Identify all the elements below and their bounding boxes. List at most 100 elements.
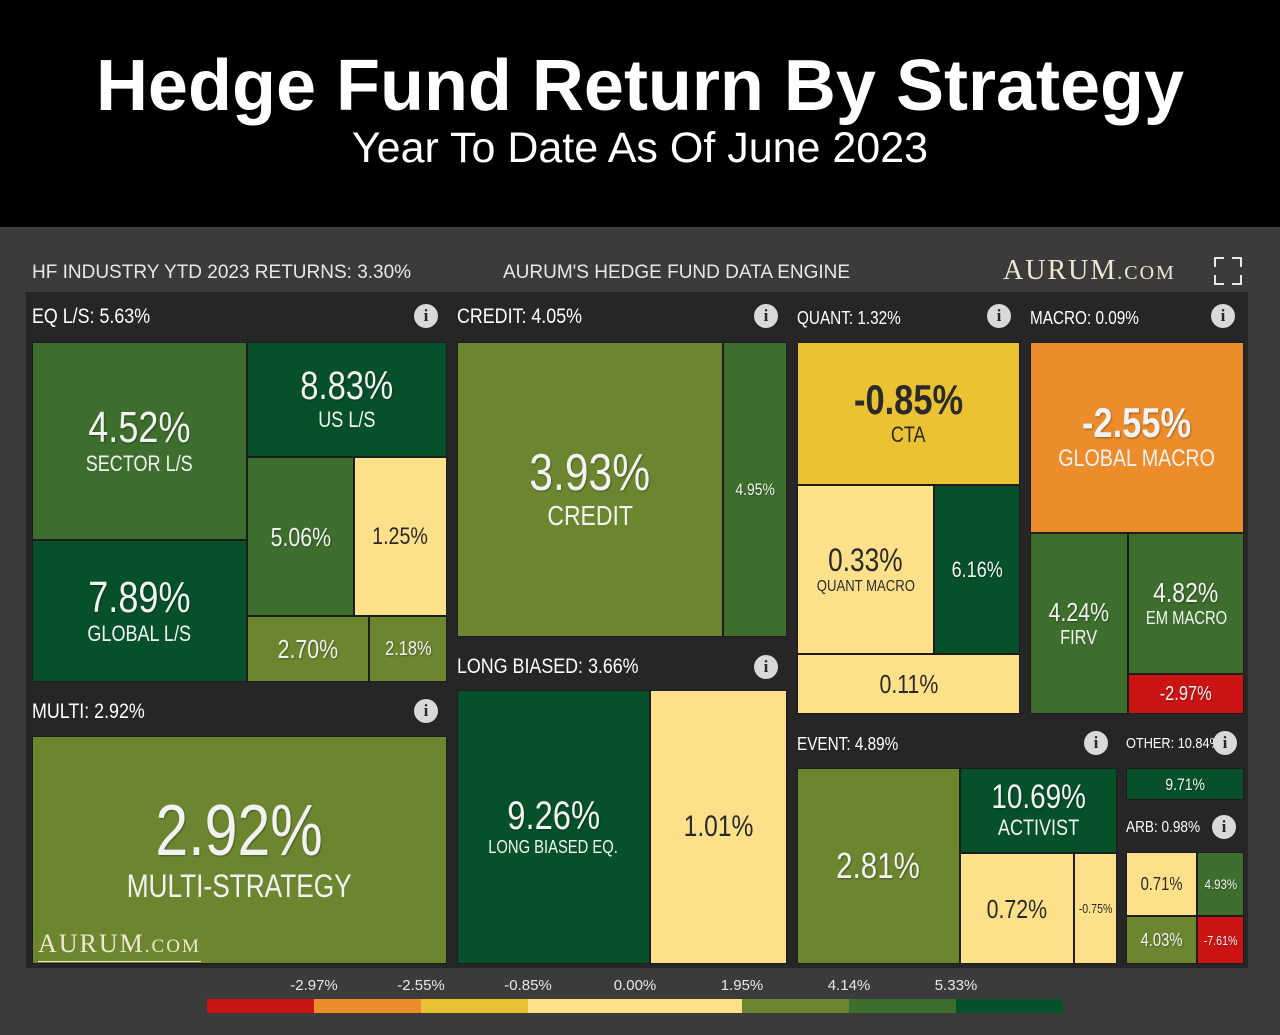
legend-swatch <box>635 999 742 1013</box>
tile-cta[interactable]: -0.85% CTA <box>797 342 1020 485</box>
tile-value: 4.24% <box>1048 596 1110 627</box>
aurum-logo-watermark: AURUM.COM <box>38 930 201 962</box>
tile-quant-macro[interactable]: 0.33% QUANT MACRO <box>797 485 934 654</box>
group-label-eq-ls: EQ L/S: 5.63% <box>32 305 151 328</box>
legend-swatch <box>742 999 849 1013</box>
tile-arb-sub-2[interactable]: 4.93% <box>1197 852 1244 916</box>
industry-returns: HF INDUSTRY YTD 2023 RETURNS: 3.30% <box>32 262 412 283</box>
tile-multi-strategy[interactable]: 2.92% MULTI-STRATEGY <box>32 736 447 964</box>
logo-main: AURUM <box>38 929 145 958</box>
tile-value: 2.81% <box>836 845 921 886</box>
group-label-other: OTHER: 10.84% <box>1126 735 1221 752</box>
legend-tick: 4.14% <box>827 977 871 994</box>
legend-tick: 5.33% <box>934 977 978 994</box>
tile-value: -7.61% <box>1203 932 1238 948</box>
tile-us-ls[interactable]: 8.83% US L/S <box>247 342 447 457</box>
legend-tick: -2.97% <box>290 977 338 994</box>
tile-name: LONG BIASED EQ. <box>488 837 619 858</box>
tile-global-macro[interactable]: -2.55% GLOBAL MACRO <box>1030 342 1244 533</box>
legend-tick: 0.00% <box>613 977 657 994</box>
tile-name: SECTOR L/S <box>86 450 193 476</box>
tile-activist[interactable]: 10.69% ACTIVIST <box>960 768 1117 853</box>
group-label-event: EVENT: 4.89% <box>797 734 899 754</box>
info-icon[interactable]: i <box>987 304 1011 328</box>
tile-em-macro[interactable]: 4.82% EM MACRO <box>1128 533 1244 674</box>
title-banner: Hedge Fund Return By Strategy Year To Da… <box>0 0 1280 227</box>
tile-sector-ls[interactable]: 4.52% SECTOR L/S <box>32 342 247 540</box>
page-subtitle: Year To Date As Of June 2023 <box>351 124 929 172</box>
legend-swatch <box>956 999 1063 1013</box>
tile-event-sub-1[interactable]: 2.81% <box>797 768 960 964</box>
legend-swatch <box>314 999 421 1013</box>
tile-arb-sub-4[interactable]: -7.61% <box>1197 916 1244 964</box>
tile-arb-sub-3[interactable]: 4.03% <box>1126 916 1197 964</box>
group-label-credit: CREDIT: 4.05% <box>457 305 583 328</box>
group-label-arb: ARB: 0.98% <box>1126 819 1201 836</box>
group-label-long-biased: LONG BIASED: 3.66% <box>457 655 639 678</box>
tile-value: -2.97% <box>1160 683 1212 705</box>
legend-tick: -0.85% <box>504 977 552 994</box>
tile-firv[interactable]: 4.24% FIRV <box>1030 533 1128 714</box>
tile-other[interactable]: 9.71% <box>1126 768 1244 800</box>
brand-main: AURUM <box>1003 255 1118 286</box>
info-icon[interactable]: i <box>1212 815 1236 839</box>
tile-name: MULTI-STRATEGY <box>127 868 352 905</box>
group-label-macro: MACRO: 0.09% <box>1030 308 1139 328</box>
tile-value: 0.72% <box>986 893 1048 924</box>
info-icon[interactable]: i <box>1213 731 1237 755</box>
info-icon[interactable]: i <box>414 699 438 723</box>
tile-name: FIRV <box>1060 626 1098 649</box>
tile-eq-sub-3[interactable]: 2.70% <box>247 616 369 682</box>
tile-long-biased-eq[interactable]: 9.26% LONG BIASED EQ. <box>457 690 650 964</box>
info-icon[interactable]: i <box>414 304 438 328</box>
info-icon[interactable]: i <box>1211 304 1235 328</box>
legend-swatch <box>207 999 314 1013</box>
tile-value: 0.11% <box>879 669 938 699</box>
info-icon[interactable]: i <box>754 655 778 679</box>
tile-name: GLOBAL MACRO <box>1058 445 1216 473</box>
legend-tick: 1.95% <box>720 977 764 994</box>
tile-value: 4.95% <box>735 480 775 499</box>
tile-eq-sub-4[interactable]: 2.18% <box>369 616 447 682</box>
group-label-multi: MULTI: 2.92% <box>32 700 145 723</box>
legend-swatch <box>849 999 956 1013</box>
info-icon[interactable]: i <box>754 304 778 328</box>
tile-value: -0.85% <box>853 376 964 424</box>
tile-quant-sub-2[interactable]: 0.11% <box>797 654 1020 714</box>
logo-suffix: .COM <box>144 936 201 957</box>
tile-event-sub-3[interactable]: -0.75% <box>1074 853 1117 964</box>
group-label-quant: QUANT: 1.32% <box>797 308 901 328</box>
tile-quant-sub-1[interactable]: 6.16% <box>934 485 1020 654</box>
tile-macro-sub[interactable]: -2.97% <box>1128 674 1244 714</box>
info-icon[interactable]: i <box>1084 731 1108 755</box>
tile-name: ACTIVIST <box>997 815 1080 841</box>
tile-value: 7.89% <box>88 572 191 622</box>
tile-eq-sub-1[interactable]: 5.06% <box>247 457 354 616</box>
aurum-logo[interactable]: AURUM.COM <box>1003 256 1176 288</box>
tile-value: 4.82% <box>1153 576 1219 608</box>
tile-value: 4.93% <box>1204 876 1237 892</box>
tile-value: -2.55% <box>1082 399 1192 447</box>
fullscreen-icon[interactable] <box>1214 257 1242 285</box>
tile-eq-sub-2[interactable]: 1.25% <box>354 457 447 616</box>
tile-name: QUANT MACRO <box>816 577 915 595</box>
page-title: Hedge Fund Return By Strategy <box>95 46 1185 126</box>
tile-value: 1.01% <box>683 810 754 843</box>
tile-value: 3.93% <box>529 444 651 503</box>
tile-arb-sub-1[interactable]: 0.71% <box>1126 852 1197 916</box>
tile-global-ls[interactable]: 7.89% GLOBAL L/S <box>32 540 247 682</box>
tile-value: -0.75% <box>1078 901 1113 916</box>
tile-event-sub-2[interactable]: 0.72% <box>960 853 1074 964</box>
tile-name: US L/S <box>318 407 376 433</box>
legend-swatch <box>528 999 635 1013</box>
tile-value: 10.69% <box>991 778 1086 817</box>
tile-value: 2.70% <box>277 634 339 664</box>
tile-name: EM MACRO <box>1145 607 1227 628</box>
tile-long-biased-sub[interactable]: 1.01% <box>650 690 787 964</box>
data-engine-label: AURUM'S HEDGE FUND DATA ENGINE <box>503 262 851 283</box>
tile-value: 1.25% <box>372 522 429 550</box>
tile-value: 9.71% <box>1165 774 1205 794</box>
tile-credit-sub[interactable]: 4.95% <box>723 342 787 637</box>
tile-credit[interactable]: 3.93% CREDIT <box>457 342 723 637</box>
tile-value: 6.16% <box>951 556 1003 582</box>
